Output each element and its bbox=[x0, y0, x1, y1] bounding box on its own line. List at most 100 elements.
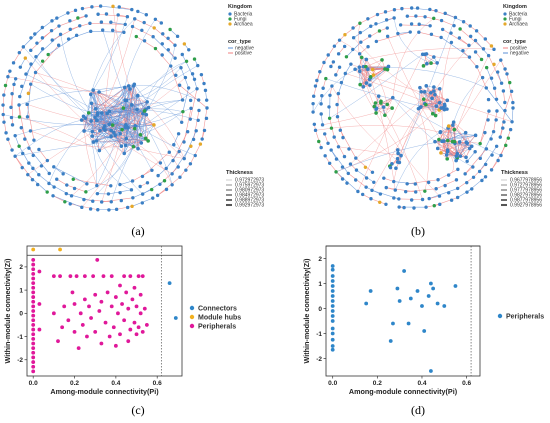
data-point bbox=[97, 309, 102, 313]
edges bbox=[2, 5, 208, 211]
legend-kingdom-title: Kingdom bbox=[503, 4, 527, 10]
y-tick-label: -2 bbox=[17, 357, 23, 364]
data-point bbox=[31, 346, 36, 351]
data-point bbox=[395, 286, 400, 291]
plot-d-legend-item: Peripherals bbox=[506, 313, 544, 320]
data-point bbox=[111, 325, 116, 330]
legend-kingdom-swatch bbox=[503, 17, 507, 21]
data-point bbox=[118, 332, 122, 337]
data-point bbox=[31, 364, 36, 369]
legend-thickness-item: 0.9727978956 bbox=[510, 183, 542, 189]
data-point bbox=[105, 290, 110, 295]
data-point bbox=[89, 316, 93, 320]
data-point bbox=[99, 341, 104, 346]
zi-pi-scatter-d: 0.0 0.2 0.4 0.6 -2 -1 0 1 2 Among-module connecti… bbox=[302, 245, 544, 396]
y-tick-label: 2 bbox=[19, 264, 23, 271]
data-point bbox=[31, 295, 36, 299]
data-point bbox=[330, 294, 335, 298]
data-point bbox=[330, 279, 335, 283]
data-point bbox=[330, 314, 335, 318]
legend-thickness-item: 0.9827978956 bbox=[510, 193, 542, 199]
plot-c-legend-swatch bbox=[189, 314, 195, 320]
plot-c-legend-item: Module hubs bbox=[198, 314, 241, 321]
legend-thickness-item: 0.984972973 bbox=[235, 193, 264, 199]
data-point bbox=[126, 306, 131, 311]
y-tick-label: 1 bbox=[318, 281, 322, 288]
legend-cor-title: cor_type bbox=[228, 39, 251, 45]
data-point bbox=[51, 311, 56, 316]
data-point bbox=[60, 325, 65, 330]
data-point bbox=[426, 294, 431, 298]
data-point bbox=[167, 281, 172, 286]
data-point bbox=[136, 325, 141, 330]
data-point bbox=[107, 334, 112, 339]
data-point bbox=[453, 284, 458, 288]
data-point bbox=[406, 321, 411, 326]
data-point bbox=[68, 274, 73, 279]
data-point bbox=[31, 332, 36, 337]
data-point bbox=[116, 311, 120, 316]
data-point bbox=[113, 295, 118, 299]
data-point bbox=[330, 284, 335, 288]
legend-cor-item: negative bbox=[510, 51, 529, 57]
data-point bbox=[142, 306, 147, 311]
data-point bbox=[136, 274, 141, 279]
data-point bbox=[31, 258, 36, 262]
data-point bbox=[124, 290, 129, 295]
legend-kingdom-swatch bbox=[228, 17, 232, 21]
data-point bbox=[31, 267, 36, 272]
data-point bbox=[56, 339, 60, 344]
data-point bbox=[74, 274, 79, 279]
data-point bbox=[72, 329, 77, 334]
data-point bbox=[109, 304, 114, 309]
data-point bbox=[72, 302, 77, 306]
data-point bbox=[31, 247, 36, 252]
data-point bbox=[31, 369, 36, 374]
data-point bbox=[144, 323, 149, 327]
data-point bbox=[402, 269, 407, 273]
data-point bbox=[93, 292, 98, 297]
legend-thickness-item: 0.9927978956 bbox=[510, 203, 542, 209]
data-point bbox=[31, 290, 36, 295]
data-point bbox=[388, 339, 393, 343]
plot-c-legend-swatch bbox=[189, 305, 195, 311]
data-point bbox=[70, 290, 75, 295]
caption-d: (d) bbox=[411, 403, 425, 417]
data-point bbox=[31, 271, 36, 276]
panel-b: Kingdom Bacteria Fungi Archaea cor_type posit… bbox=[275, 0, 550, 222]
data-point bbox=[58, 247, 62, 252]
plot-c-legend-item: Connectors bbox=[198, 305, 237, 312]
data-point bbox=[330, 319, 335, 323]
legend-kingdom-swatch bbox=[228, 22, 232, 26]
data-point bbox=[134, 304, 139, 309]
data-point bbox=[435, 301, 440, 306]
data-point bbox=[128, 274, 133, 279]
legend-cor-title: cor_type bbox=[503, 39, 526, 45]
x-tick-label: 0.4 bbox=[417, 380, 426, 387]
legend-kingdom-item: Archaea bbox=[509, 22, 528, 28]
x-tick-label: 0.6 bbox=[462, 380, 471, 387]
x-tick-label: 0.0 bbox=[328, 380, 337, 387]
data-point bbox=[330, 264, 335, 268]
plot-c-legend-item: Peripherals bbox=[198, 323, 236, 330]
data-point bbox=[138, 311, 143, 316]
data-point bbox=[31, 318, 36, 323]
data-point bbox=[397, 299, 402, 303]
y-tick-label: -1 bbox=[316, 331, 322, 338]
legend-cor-item: positive bbox=[235, 51, 252, 57]
caption-c: (c) bbox=[131, 403, 145, 417]
x-tick-label: 0.0 bbox=[29, 380, 38, 387]
data-point bbox=[140, 274, 145, 279]
legend-thickness-item: 0.972972973 bbox=[235, 178, 264, 184]
legend-kingdom-item: Fungi bbox=[509, 17, 522, 23]
data-point bbox=[173, 316, 178, 320]
legend-thickness-item: 0.992972973 bbox=[235, 203, 264, 209]
data-point bbox=[99, 299, 104, 304]
legend-thickness-item: 0.988972973 bbox=[235, 198, 264, 204]
data-point bbox=[122, 274, 127, 279]
plot-d-legend-swatch bbox=[497, 313, 503, 319]
